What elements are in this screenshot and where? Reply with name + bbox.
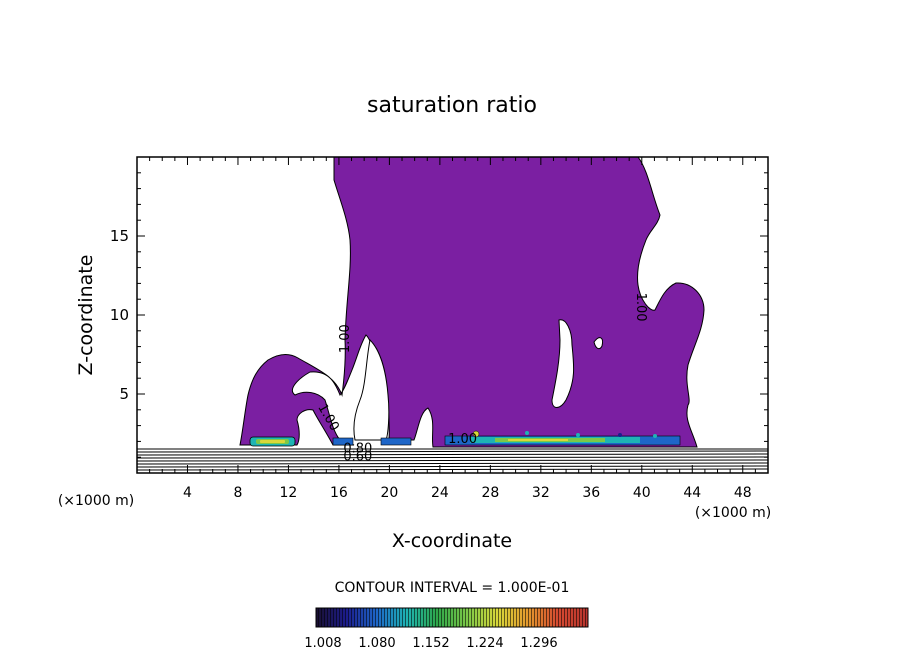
y-tick-label: 5 xyxy=(119,385,129,403)
x-tick-label: 20 xyxy=(380,485,398,501)
x-tick-label: 40 xyxy=(633,485,651,501)
contour-label: 0.60 xyxy=(343,449,372,464)
contour-interval: CONTOUR INTERVAL = 1.000E-01 xyxy=(335,580,570,596)
colorbar-stripes xyxy=(316,608,588,627)
colorbar-label: 1.152 xyxy=(412,636,449,651)
colorbar-frame xyxy=(315,607,589,628)
contour-label: 1.00 xyxy=(338,324,353,353)
chart-title: saturation ratio xyxy=(367,93,537,118)
surface-band xyxy=(249,430,681,447)
hole-3 xyxy=(353,338,390,441)
x-axis: 4 8 12 16 20 24 28 32 36 40 44 48 xyxy=(149,157,756,501)
x-tick-label: 4 xyxy=(183,485,192,501)
plot-area: 1.001.001.001.000.800.60 xyxy=(137,157,768,471)
hole-1 xyxy=(551,319,575,408)
x-tick-label: 32 xyxy=(532,485,550,501)
supersaturated-region xyxy=(239,157,705,448)
y-axis-label: Z-coordinate xyxy=(75,255,97,376)
x-tick-label: 28 xyxy=(481,485,499,501)
contour-label: 0.80 xyxy=(343,441,372,456)
colorbar-label: 1.224 xyxy=(466,636,503,651)
x-tick-label: 36 xyxy=(582,485,600,501)
contour-label: 1.00 xyxy=(633,293,648,322)
x-tick-label: 16 xyxy=(330,485,348,501)
low-level-contours xyxy=(137,448,768,471)
x-unit-left: (×1000 m) xyxy=(58,493,134,509)
x-tick-label: 44 xyxy=(683,485,701,501)
colorbar: 1.008 1.080 1.152 1.224 1.296 xyxy=(304,607,589,651)
x-tick-label: 8 xyxy=(233,485,242,501)
colorbar-label: 1.296 xyxy=(520,636,557,651)
colorbar-label: 1.080 xyxy=(358,636,395,651)
contour-label: 1.00 xyxy=(448,432,477,447)
x-unit-right: (×1000 m) xyxy=(695,505,771,521)
x-tick-label: 24 xyxy=(431,485,449,501)
y-axis: 5 10 15 xyxy=(110,172,768,458)
y-tick-label: 15 xyxy=(110,227,129,245)
x-tick-label: 48 xyxy=(734,485,752,501)
x-axis-label: X-coordinate xyxy=(392,530,512,552)
y-tick-label: 10 xyxy=(110,306,129,324)
colorbar-label: 1.008 xyxy=(304,636,341,651)
x-tick-label: 12 xyxy=(280,485,298,501)
hole-2 xyxy=(593,337,603,350)
contour-labels: 1.001.001.001.000.800.60 xyxy=(314,293,647,465)
